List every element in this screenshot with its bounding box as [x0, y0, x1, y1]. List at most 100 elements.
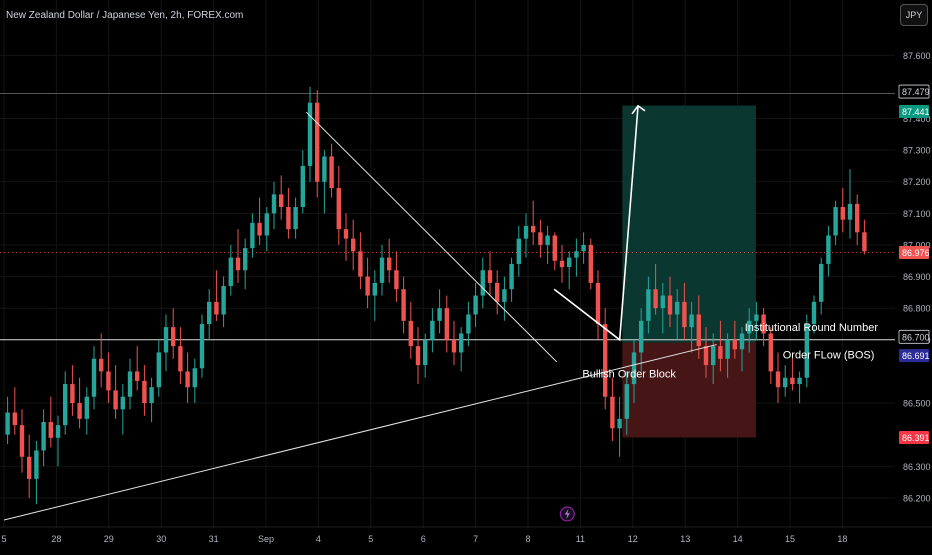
- candle-body: [113, 390, 118, 410]
- candle-body: [394, 270, 399, 290]
- time-tick-label: 31: [209, 534, 219, 544]
- candle-body: [797, 377, 802, 385]
- price-axis[interactable]: 87.60087.40087.30087.20087.10087.00086.9…: [903, 51, 931, 504]
- candle-body: [480, 270, 485, 296]
- time-tick-label: 28: [51, 534, 61, 544]
- ascending-trendline: [3, 344, 717, 521]
- time-tick-label: 4: [316, 534, 321, 544]
- candle-body: [495, 282, 500, 302]
- candle-body: [120, 396, 125, 410]
- candle-body: [473, 295, 478, 315]
- candle-body: [171, 327, 176, 347]
- candle-body: [725, 339, 730, 359]
- candles: [5, 86, 867, 505]
- candle-body: [696, 314, 701, 347]
- candle-body: [804, 324, 809, 378]
- candle-body: [207, 301, 212, 324]
- candle-body: [675, 301, 680, 315]
- price-tag-label: 86.391: [902, 433, 930, 443]
- candle-body: [199, 324, 205, 369]
- candle-body: [12, 412, 17, 426]
- candle-body: [581, 244, 586, 252]
- time-tick-label: 6: [421, 534, 426, 544]
- candle-body: [41, 422, 46, 451]
- candle-body: [127, 371, 133, 397]
- candle-body: [91, 358, 97, 397]
- price-tag-box: [899, 349, 929, 363]
- price-tick-label: 86.500: [903, 399, 931, 409]
- price-tick-label: 87.600: [903, 51, 931, 61]
- candle-body: [322, 156, 327, 182]
- candle-body: [595, 282, 601, 324]
- candle-body: [711, 346, 716, 366]
- candle-body: [819, 263, 824, 302]
- time-tick-label: 12: [628, 534, 638, 544]
- price-tag-label: 87.441: [902, 107, 930, 117]
- target-zone: [622, 105, 756, 343]
- time-tick-label: 8: [525, 534, 530, 544]
- time-tick-label: 29: [104, 534, 114, 544]
- projection-arrow-head: [631, 104, 646, 115]
- stop-zone: [622, 342, 756, 438]
- candle-body: [99, 358, 104, 372]
- candle-body: [250, 222, 255, 249]
- time-tick-label: 5: [1, 534, 6, 544]
- candle-body: [603, 324, 608, 397]
- price-tag-label: 86.700: [902, 332, 930, 342]
- time-tick-label: 5: [368, 534, 373, 544]
- time-tick-label: 7: [473, 534, 478, 544]
- price-tag-box: [898, 329, 930, 344]
- candle-body: [271, 194, 277, 214]
- candle-body: [847, 203, 853, 220]
- candle-body: [423, 339, 428, 366]
- candle-body: [811, 301, 817, 324]
- candle-body: [718, 346, 723, 359]
- candle-body: [509, 263, 514, 290]
- time-axis[interactable]: 5 28 29 30 31 Sep 4 5 6 7 8 11 12 13 14 15 18: [0, 506, 932, 544]
- projection-arrow: [553, 105, 639, 342]
- candle-body: [552, 235, 557, 261]
- candle-body: [135, 371, 140, 381]
- candle-body: [63, 384, 68, 426]
- candle-body: [415, 346, 421, 366]
- candle-body: [437, 308, 442, 321]
- candle-body: [372, 282, 377, 296]
- currency-button[interactable]: JPY: [900, 4, 928, 26]
- candle-body: [732, 339, 737, 350]
- candle-body: [516, 238, 521, 264]
- price-tag-label: 86.691: [902, 351, 930, 361]
- candle-body: [235, 257, 241, 271]
- price-tick-label: 87.400: [903, 114, 931, 124]
- drawings: [3, 104, 717, 521]
- candle-body: [329, 156, 334, 189]
- price-tag-box: [899, 246, 929, 260]
- candle-body: [55, 425, 61, 438]
- candle-body: [682, 301, 687, 328]
- time-tick-label: 11: [576, 534, 585, 544]
- candle-body: [34, 450, 39, 479]
- price-tick-label: 86.300: [903, 462, 931, 472]
- candle-body: [559, 260, 565, 268]
- time-tick-label: 15: [785, 534, 795, 544]
- candle-body: [487, 270, 493, 283]
- lightning-glyph: [564, 509, 570, 519]
- candle-body: [387, 257, 392, 271]
- candle-body: [667, 295, 673, 315]
- candle-body: [523, 226, 529, 239]
- candle-body: [178, 346, 183, 372]
- time-tick-label: 14: [733, 534, 743, 544]
- candle-body: [538, 232, 543, 245]
- candle-body: [286, 207, 291, 230]
- candle-body: [293, 207, 298, 230]
- price-tag-box: [898, 84, 930, 99]
- candle-body: [315, 102, 320, 182]
- time-tick-label: 30: [156, 534, 166, 544]
- candle-body: [703, 346, 709, 366]
- candle-body: [739, 333, 745, 350]
- candle-body: [862, 232, 867, 252]
- candle-body: [358, 251, 363, 277]
- candle-body: [192, 368, 197, 388]
- candle-body: [646, 289, 651, 321]
- round-number-label: Institutional Round Number: [745, 322, 879, 334]
